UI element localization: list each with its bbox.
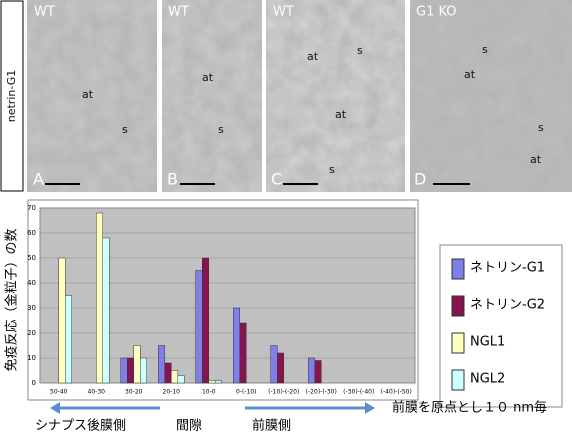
x-tick-label: 10-0 bbox=[202, 389, 216, 396]
x-tick-label: (-30)-(-40) bbox=[343, 389, 374, 396]
panel-label: s bbox=[122, 123, 128, 136]
y-tick-label: 50 bbox=[27, 254, 36, 262]
row-label: netrin-G1 bbox=[5, 70, 18, 123]
annotation: シナプス後膜側 bbox=[35, 419, 126, 434]
bar bbox=[239, 322, 247, 384]
bar bbox=[102, 237, 110, 384]
panel-label: at bbox=[530, 153, 542, 166]
bar bbox=[215, 380, 222, 384]
bar bbox=[277, 352, 284, 384]
legend-swatch bbox=[451, 295, 465, 317]
row-label-box bbox=[0, 0, 24, 192]
annotation: 間隙 bbox=[176, 419, 202, 434]
legend-swatch bbox=[451, 258, 465, 280]
bar bbox=[195, 270, 203, 384]
legend-swatch bbox=[451, 332, 465, 354]
panel-label: at bbox=[82, 88, 94, 101]
x-tick-label: (-10)-(-20) bbox=[268, 389, 299, 396]
bar bbox=[270, 345, 278, 384]
y-tick-label: 0 bbox=[32, 379, 36, 387]
bar bbox=[314, 360, 322, 384]
y-tick-label: 30 bbox=[27, 304, 36, 312]
bar bbox=[208, 380, 216, 384]
panel-genotype: G1 KO bbox=[416, 5, 457, 20]
bar bbox=[96, 212, 103, 384]
legend-label: ネトリン-G1 bbox=[470, 261, 545, 276]
y-tick-label: 70 bbox=[27, 204, 36, 212]
legend-label: ネトリン-G2 bbox=[470, 298, 545, 313]
x-tick-label: 30-20 bbox=[125, 389, 143, 396]
y-tick-label: 60 bbox=[27, 229, 36, 237]
bar bbox=[127, 357, 134, 384]
panel-label: at bbox=[335, 108, 347, 121]
bar bbox=[158, 345, 165, 384]
arrow-head bbox=[50, 402, 60, 414]
legend-swatch bbox=[451, 369, 465, 391]
bar bbox=[120, 357, 128, 384]
panel-label: s bbox=[357, 44, 363, 57]
y-tick-label: 20 bbox=[27, 329, 36, 337]
legend-label: NGL2 bbox=[470, 372, 505, 387]
x-tick-label: 50-40 bbox=[50, 389, 68, 396]
x-tick-label: (-40)-(-50) bbox=[381, 389, 412, 396]
bar bbox=[177, 375, 185, 384]
bar bbox=[140, 357, 147, 384]
panel-label: s bbox=[329, 163, 335, 176]
bar bbox=[58, 257, 66, 384]
x-tick-label: 20-10 bbox=[163, 389, 181, 396]
panel-label: at bbox=[202, 71, 214, 84]
panel-letter: C bbox=[271, 170, 282, 189]
bar bbox=[65, 295, 72, 384]
panel-genotype: WT bbox=[168, 5, 189, 20]
panel-label: s bbox=[218, 123, 224, 136]
bar bbox=[202, 257, 209, 384]
panel-genotype: WT bbox=[273, 5, 294, 20]
annotation: 前膜側 bbox=[252, 418, 291, 434]
panel-letter: B bbox=[167, 170, 178, 189]
x-tick-label: (-20)-(-30) bbox=[306, 389, 337, 396]
panels: WT WT WT G1 KO A B C D at s at s at s at… bbox=[27, 0, 572, 192]
bar bbox=[171, 370, 178, 384]
panel-label: s bbox=[482, 43, 488, 56]
y-tick-label: 10 bbox=[27, 354, 36, 362]
panel-label: s bbox=[538, 121, 544, 134]
x-tick-label: 40-30 bbox=[88, 389, 106, 396]
legend-label: NGL1 bbox=[470, 335, 505, 350]
panel-label: at bbox=[464, 68, 476, 81]
micrograph-texture bbox=[27, 0, 157, 192]
panel-label: at bbox=[307, 50, 319, 63]
annotation: 前膜を原点とし１０ nm毎 bbox=[392, 400, 547, 416]
micrograph-texture bbox=[162, 0, 262, 192]
panel-letter: A bbox=[33, 170, 44, 189]
arrow-head bbox=[365, 402, 375, 414]
bar bbox=[133, 345, 141, 384]
bar bbox=[233, 307, 240, 384]
bar bbox=[164, 362, 172, 384]
y-tick-label: 40 bbox=[27, 279, 36, 287]
y-axis-label: 免疫反応（金粒子）の数 bbox=[4, 228, 20, 371]
micrograph-texture bbox=[266, 0, 405, 192]
micrograph-texture bbox=[410, 0, 572, 192]
x-tick-label: 0-(-10) bbox=[236, 389, 256, 396]
panel-letter: D bbox=[414, 170, 426, 189]
annotations: シナプス後膜側 間隙 前膜側 前膜を原点とし１０ nm毎 bbox=[35, 400, 547, 434]
panel-genotype: WT bbox=[34, 5, 55, 20]
bar bbox=[308, 357, 315, 384]
